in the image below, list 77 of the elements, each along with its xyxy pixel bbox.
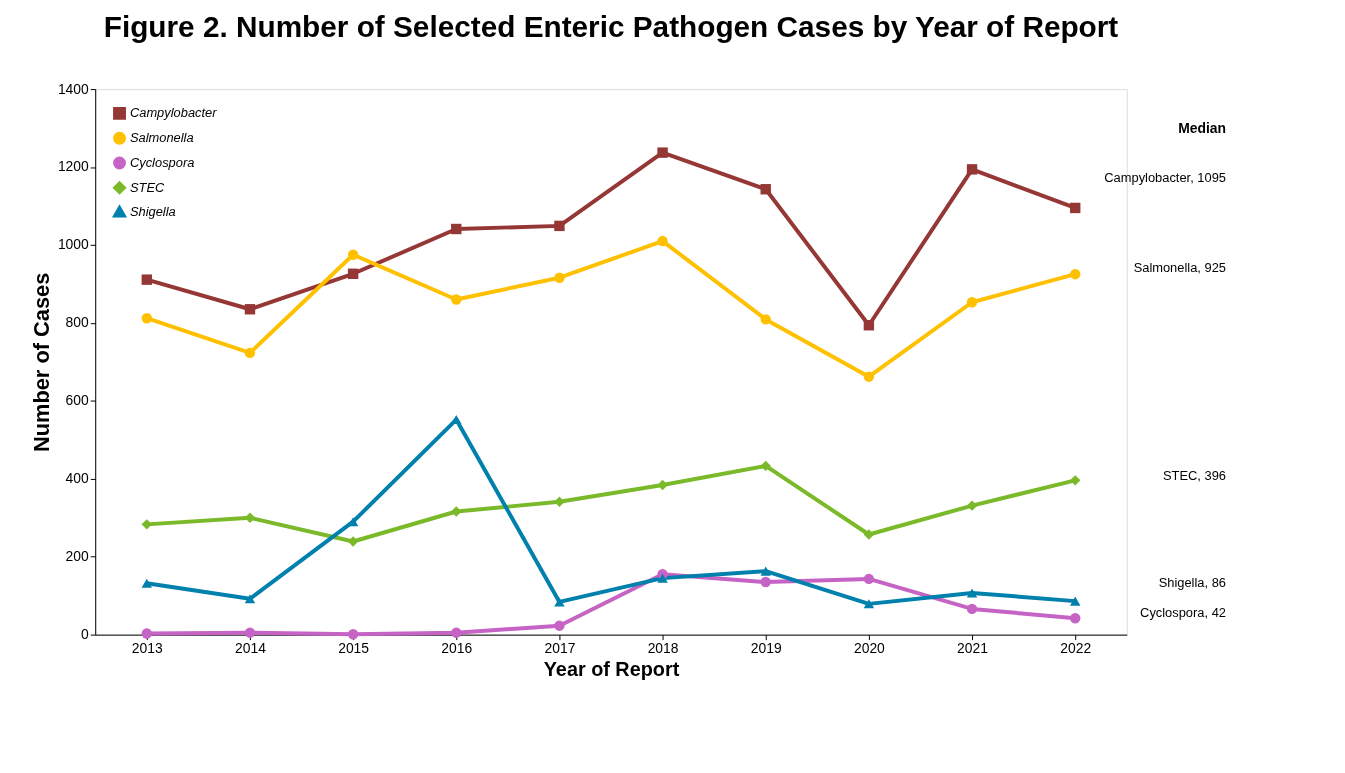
x-axis-title: Year of Report	[543, 657, 680, 680]
point	[347, 536, 359, 547]
point	[347, 268, 359, 280]
point	[244, 347, 256, 359]
point	[1070, 269, 1081, 280]
y-tick-label: 200	[65, 548, 90, 565]
text: Salmonella, 925	[1133, 259, 1226, 275]
point	[1070, 613, 1081, 624]
point	[863, 573, 875, 585]
point	[141, 274, 152, 285]
point	[141, 519, 152, 530]
point	[451, 294, 462, 305]
x-tick-label: 2018	[647, 639, 679, 656]
point	[554, 597, 565, 607]
x-tick-label: 2014	[235, 639, 267, 656]
x-tick-label: 2015	[338, 639, 370, 656]
point	[141, 578, 152, 588]
point	[554, 272, 565, 283]
y-tick-label: 600	[65, 392, 90, 409]
point	[554, 496, 565, 507]
point	[966, 297, 978, 308]
point	[244, 627, 256, 638]
point	[554, 220, 565, 232]
point	[1070, 202, 1081, 214]
point	[657, 573, 668, 583]
point	[966, 603, 978, 615]
legend-label: STEC	[129, 179, 165, 195]
y-tick-label: 1200	[57, 158, 90, 175]
text: Shigella, 86	[1158, 575, 1226, 591]
point	[863, 529, 875, 540]
y-tick-label: 1400	[57, 80, 90, 97]
y-tick-label: 800	[65, 314, 90, 331]
y-tick-label: 400	[65, 470, 90, 487]
point	[760, 576, 771, 588]
point	[657, 479, 668, 491]
point	[141, 313, 152, 324]
point	[244, 594, 256, 604]
point	[1070, 475, 1081, 486]
x-tick-label: 2019	[750, 639, 782, 656]
legend-label: Salmonella	[129, 130, 194, 146]
point	[141, 628, 152, 639]
x-tick-label: 2017	[544, 639, 576, 656]
point	[760, 314, 771, 325]
chart-title: Figure 2. Number of Selected Enteric Pathogen Cases by Year of Report	[103, 9, 1119, 43]
y-tick-label: 1000	[57, 236, 90, 253]
point	[1070, 596, 1081, 606]
legend-label: Shigella	[129, 203, 176, 219]
point	[244, 304, 256, 315]
point	[657, 235, 668, 247]
point	[863, 371, 875, 382]
legend-label: Campylobacter	[129, 105, 218, 121]
point	[966, 164, 978, 175]
legend-label: Cyclospora	[129, 154, 195, 170]
point	[451, 627, 462, 638]
point	[451, 223, 462, 235]
point	[966, 500, 978, 511]
point	[347, 249, 359, 260]
point	[760, 566, 771, 576]
text: Cyclospora, 42	[1140, 604, 1226, 620]
x-tick-label: 2013	[131, 639, 164, 656]
point	[760, 184, 771, 195]
text: STEC, 396	[1162, 467, 1226, 483]
point	[966, 588, 978, 598]
point	[554, 620, 565, 631]
y-axis-title: Number of Cases	[28, 272, 54, 453]
y-tick-label: 0	[81, 626, 90, 643]
point	[760, 460, 771, 472]
annotation: Campylobacter, 1095	[1104, 170, 1226, 186]
point	[657, 147, 668, 158]
x-tick-label: 2020	[853, 639, 886, 656]
point	[863, 599, 875, 609]
x-tick-label: 2022	[1060, 639, 1092, 656]
text: Median	[1178, 119, 1226, 136]
point	[347, 629, 359, 640]
x-tick-label: 2016	[441, 639, 473, 656]
x-tick-label: 2021	[957, 639, 989, 656]
point	[863, 320, 875, 331]
